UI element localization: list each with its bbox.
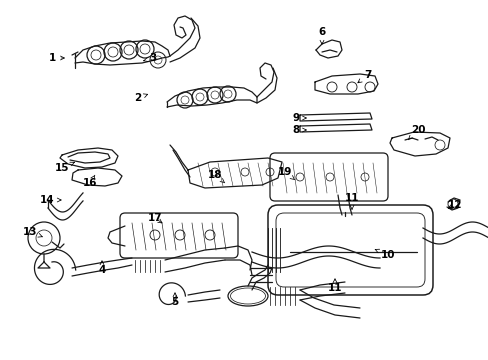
Text: 16: 16	[82, 175, 97, 188]
Text: 15: 15	[55, 162, 75, 173]
Text: 6: 6	[318, 27, 325, 44]
Text: 8: 8	[292, 125, 306, 135]
Text: 11: 11	[327, 279, 342, 293]
Text: 11: 11	[344, 193, 359, 209]
Text: 5: 5	[171, 293, 178, 307]
Text: 4: 4	[98, 261, 105, 275]
Text: 1: 1	[48, 53, 64, 63]
Text: 3: 3	[143, 53, 156, 63]
Text: 18: 18	[207, 170, 224, 183]
Text: 17: 17	[147, 213, 162, 223]
Text: 9: 9	[292, 113, 306, 123]
Text: 14: 14	[40, 195, 61, 205]
Text: 13: 13	[23, 227, 42, 237]
Text: 10: 10	[374, 249, 394, 260]
Text: 20: 20	[407, 125, 425, 140]
Text: 12: 12	[447, 200, 461, 210]
Text: 19: 19	[277, 167, 294, 180]
Text: 2: 2	[134, 93, 147, 103]
Text: 7: 7	[357, 70, 371, 83]
